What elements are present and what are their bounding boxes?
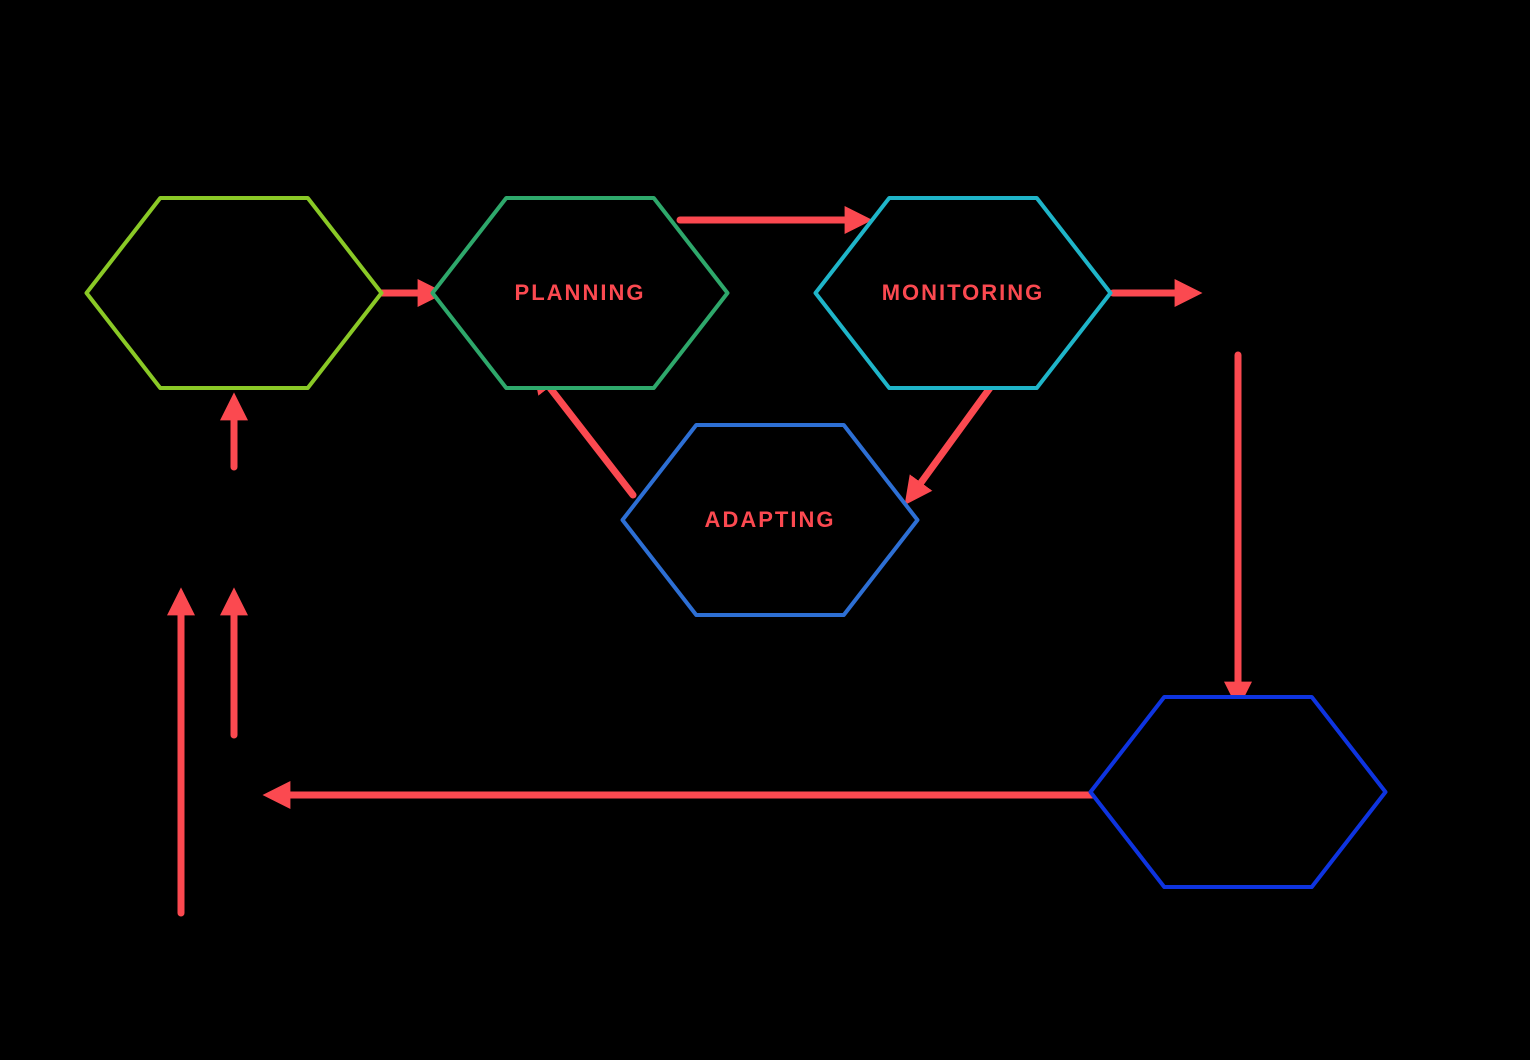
label-monitoring: MONITORING: [882, 280, 1045, 306]
hexagon-end: [1091, 697, 1386, 887]
label-planning: PLANNING: [515, 280, 646, 306]
label-adapting: ADAPTING: [705, 507, 836, 533]
diagram-canvas: PLANNING MONITORING ADAPTING: [0, 0, 1530, 1060]
hexagon-start: [87, 198, 382, 388]
edge-adapting-to-planning: [540, 375, 633, 495]
